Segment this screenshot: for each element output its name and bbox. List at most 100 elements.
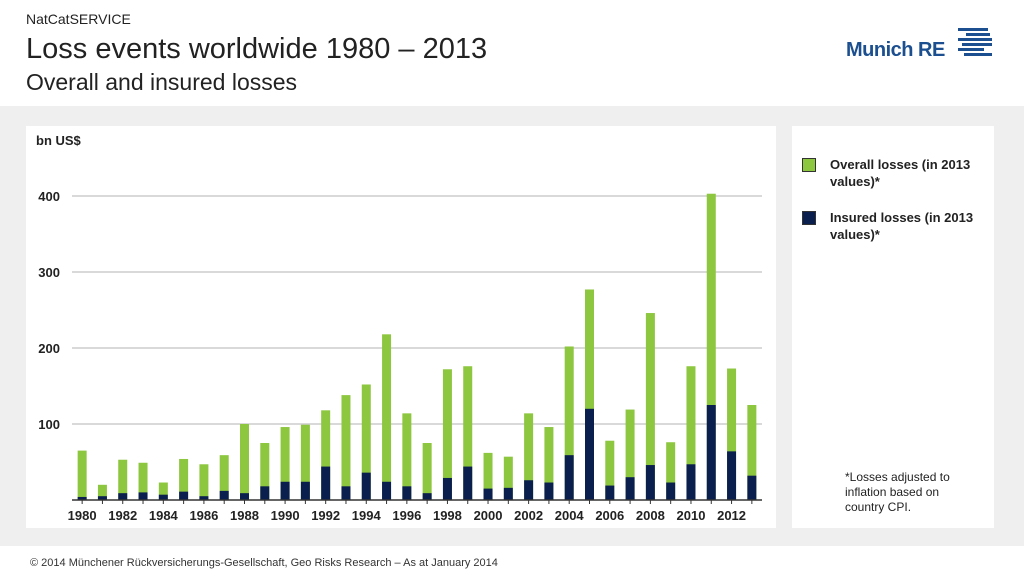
bar-overall-1993 [341,395,351,500]
bar-insured-1992 [321,466,331,500]
x-tick-label-2012: 2012 [717,508,746,523]
loss-chart: bn US$ 100 200 300 400 1980 1982 1984 1986 1988 19… [36,133,762,523]
bar-insured-2011 [706,405,716,500]
bar-overall-2005 [585,289,594,500]
bar-overall-2012 [727,368,737,500]
bar-overall-2007 [625,409,635,500]
legend-swatch-overall [802,158,816,172]
bar-overall-1980 [77,450,87,500]
bar-overall-2004 [564,346,574,500]
bar-overall-2010 [686,366,696,500]
y-tick-label-300: 300 [38,265,60,280]
bar-overall-1990 [280,427,290,500]
bar-insured-2010 [686,464,696,500]
legend-label-insured: Insured losses (in 2013 values)* [830,210,974,242]
bar-overall-2008 [645,313,655,500]
bar-overall-1999 [463,366,473,500]
bar-insured-2012 [727,451,737,500]
bar-overall-1994 [361,384,371,500]
page-title: Loss events worldwide 1980 – 2013 [26,33,488,65]
bar-overall-1982 [118,459,128,500]
bar-overall-2003 [544,427,554,500]
bar-overall-1981 [97,484,107,500]
bar-overall-1985 [179,458,189,500]
x-tick-label-1998: 1998 [433,508,462,523]
x-tick-label-1990: 1990 [271,508,300,523]
legend-swatch-insured [802,211,816,225]
chart-panel: bn US$ 100 200 300 400 1980 1982 1984 1986 1988 19… [26,126,776,528]
bar-overall-1986 [199,464,209,500]
y-axis-label: bn US$ [36,133,82,148]
x-tick-label-1984: 1984 [149,508,179,523]
bar-insured-1994 [361,472,371,500]
bar-insured-2000 [483,488,493,500]
header-kicker: NatCatSERVICE [26,11,131,27]
bar-overall-1992 [321,410,331,500]
bar-insured-1988 [240,493,249,500]
bar-insured-1999 [463,466,473,500]
bar-insured-2005 [585,408,594,500]
bar-overall-2000 [483,452,493,500]
bar-overall-1997 [422,443,432,500]
bar-insured-1980 [77,496,87,500]
bar-insured-2002 [524,480,534,500]
bar-insured-1987 [219,490,229,500]
footer-copyright: © 2014 Münchener Rückversicherungs-Gesel… [30,557,498,569]
bar-overall-1995 [382,334,392,500]
bar-insured-1983 [138,492,148,500]
x-tick-label-2002: 2002 [514,508,543,523]
x-tick-label-2004: 2004 [555,508,585,523]
y-tick-label-100: 100 [38,417,60,432]
logo-text: Munich RE [846,39,945,61]
bar-insured-2009 [666,482,676,500]
bar-insured-1993 [341,486,351,500]
bar-insured-1990 [280,481,290,500]
bar-insured-1991 [300,481,310,500]
logo-stripes-icon [958,28,992,56]
x-tick-label-1996: 1996 [392,508,421,523]
bar-overall-1991 [300,424,310,500]
x-tick-label-1994: 1994 [352,508,382,523]
bar-overall-2001 [503,456,513,500]
bar-insured-1998 [442,477,452,500]
bar-insured-1997 [422,493,432,500]
bar-insured-2001 [503,487,513,500]
bar-insured-2006 [605,485,615,500]
y-tick-label-200: 200 [38,341,60,356]
legend-item-overall: Overall losses (in 2013 values)* [802,156,980,190]
x-tick-label-1986: 1986 [189,508,218,523]
bar-insured-2013 [747,475,757,500]
bar-overall-2013 [747,405,757,500]
bar-overall-2006 [605,440,615,500]
x-tick-label-2000: 2000 [474,508,503,523]
legend-label-overall: Overall losses (in 2013 values)* [830,157,971,189]
bar-insured-2004 [564,455,574,500]
legend-item-insured: Insured losses (in 2013 values)* [802,209,980,243]
bar-insured-1995 [382,481,392,500]
x-tick-label-1980: 1980 [68,508,97,523]
bar-overall-1996 [402,413,412,500]
legend-panel: Overall losses (in 2013 values)* Insured… [792,126,994,528]
bar-insured-1996 [402,486,412,500]
bar-insured-2007 [625,477,635,500]
header-area: NatCatSERVICE Loss events worldwide 1980… [0,0,1024,106]
bar-insured-1985 [179,491,189,500]
bar-insured-1989 [260,486,270,500]
x-tick-label-2006: 2006 [595,508,624,523]
bar-overall-1998 [442,369,452,500]
y-tick-label-400: 400 [38,189,60,204]
x-tick-label-2008: 2008 [636,508,665,523]
bar-overall-1989 [260,443,270,500]
bar-insured-2003 [544,482,554,500]
bar-overall-2002 [524,413,534,500]
footnote: *Losses adjusted to inflation based on c… [845,470,950,514]
bar-insured-1984 [158,494,168,500]
bar-overall-1983 [138,462,148,500]
x-tick-label-1988: 1988 [230,508,259,523]
bar-overall-1988 [240,424,249,500]
bar-overall-1984 [158,482,168,500]
bar-insured-1986 [199,496,209,500]
x-tick-label-2010: 2010 [677,508,706,523]
bar-overall-2011 [706,193,716,500]
bar-insured-1982 [118,493,128,500]
